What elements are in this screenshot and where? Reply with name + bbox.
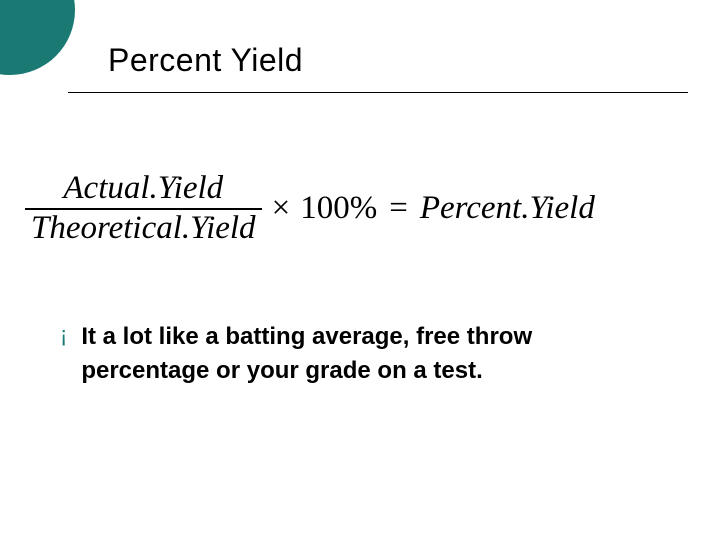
title-underline bbox=[68, 92, 688, 93]
formula-denominator: Theoretical.Yield bbox=[25, 210, 262, 248]
formula-result: Percent.Yield bbox=[420, 190, 595, 227]
percent-yield-formula: Actual.Yield Theoretical.Yield × 100% = … bbox=[25, 170, 705, 248]
formula-numerator: Actual.Yield bbox=[57, 170, 229, 208]
corner-accent-circle bbox=[0, 0, 75, 75]
page-title: Percent Yield bbox=[108, 42, 303, 79]
bullet-mark-icon: ¡ bbox=[60, 320, 67, 350]
hundred-percent: 100% bbox=[300, 190, 377, 227]
title-block: Percent Yield bbox=[108, 42, 303, 79]
times-operator: × bbox=[272, 190, 291, 227]
formula-fraction: Actual.Yield Theoretical.Yield bbox=[25, 170, 262, 248]
equals-operator: = bbox=[387, 190, 410, 227]
bullet-item: ¡ It a lot like a batting average, free … bbox=[60, 320, 660, 387]
bullet-text: It a lot like a batting average, free th… bbox=[81, 320, 660, 387]
